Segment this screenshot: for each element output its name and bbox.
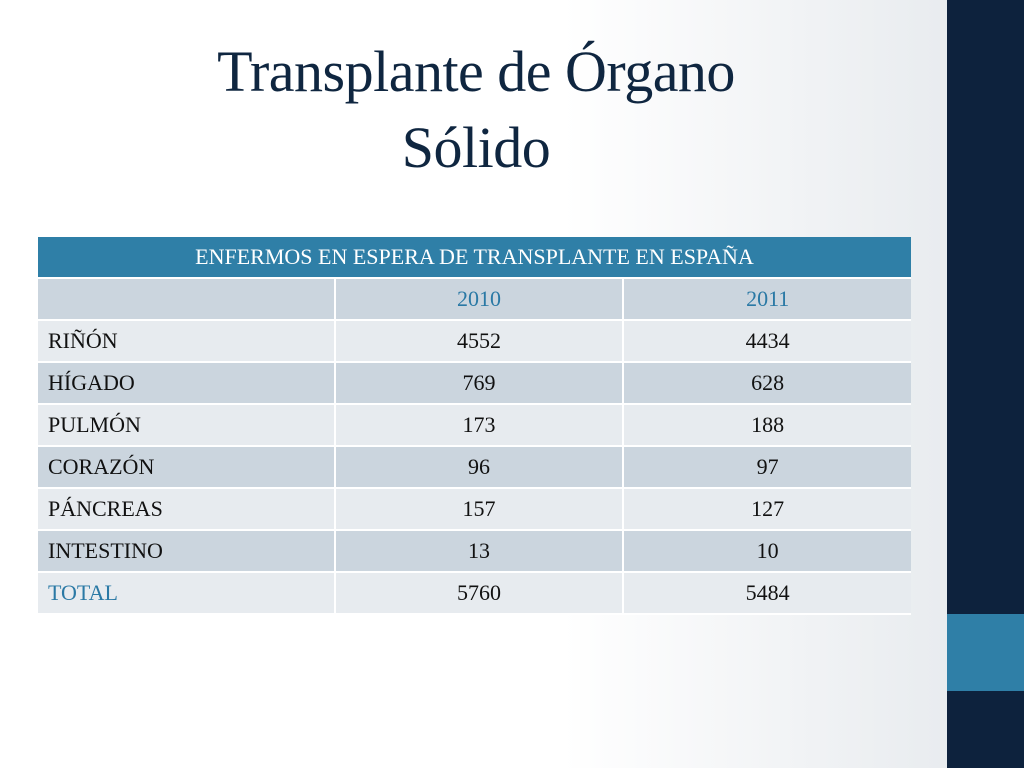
organ-cell: PÁNCREAS [38,489,336,531]
slide-title: Transplante de Órgano Sólido [40,34,912,186]
value-2010-cell: 13 [335,531,625,573]
value-2011-cell: 127 [624,489,911,531]
table-row: HÍGADO 769 628 [38,363,911,405]
empty-corner-cell [38,279,336,321]
slide-title-line-1: Transplante de Órgano [217,39,735,104]
waiting-list-table: ENFERMOS EN ESPERA DE TRANSPLANTE EN ESP… [38,237,911,615]
year-2010-header: 2010 [335,279,625,321]
value-2011-cell: 188 [624,405,911,447]
organ-cell: INTESTINO [38,531,336,573]
value-2011-cell: 4434 [624,321,911,363]
organ-cell: RIÑÓN [38,321,336,363]
organ-cell: CORAZÓN [38,447,336,489]
value-2010-cell: 4552 [335,321,625,363]
table-row: RIÑÓN 4552 4434 [38,321,911,363]
year-2011-header: 2011 [624,279,911,321]
table-header: ENFERMOS EN ESPERA DE TRANSPLANTE EN ESP… [38,237,911,279]
table-row: PULMÓN 173 188 [38,405,911,447]
value-2010-cell: 769 [335,363,625,405]
table-header-row: ENFERMOS EN ESPERA DE TRANSPLANTE EN ESP… [38,237,911,279]
value-2010-cell: 157 [335,489,625,531]
value-2011-cell: 10 [624,531,911,573]
value-2011-cell: 628 [624,363,911,405]
table-row: INTESTINO 13 10 [38,531,911,573]
organ-cell: HÍGADO [38,363,336,405]
total-2011-cell: 5484 [624,573,911,615]
organ-cell: PULMÓN [38,405,336,447]
table-row: PÁNCREAS 157 127 [38,489,911,531]
total-row: TOTAL 5760 5484 [38,573,911,615]
value-2010-cell: 96 [335,447,625,489]
slide-title-line-2: Sólido [401,115,551,180]
total-2010-cell: 5760 [335,573,625,615]
value-2010-cell: 173 [335,405,625,447]
table-row: CORAZÓN 96 97 [38,447,911,489]
side-accent-block [947,614,1024,691]
total-label: TOTAL [38,573,336,615]
year-header-row: 2010 2011 [38,279,911,321]
value-2011-cell: 97 [624,447,911,489]
